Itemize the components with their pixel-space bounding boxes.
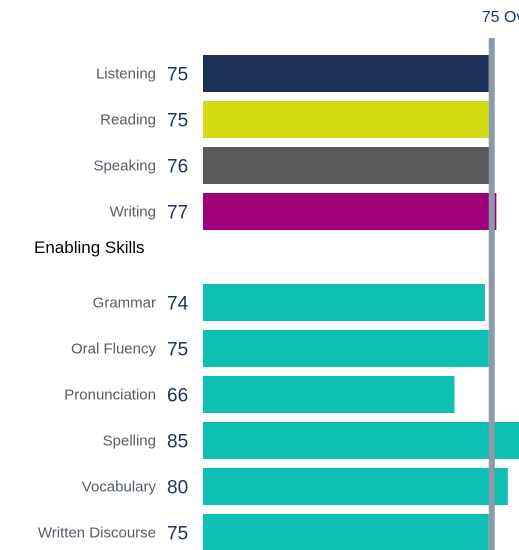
bar-label-writing: Writing — [110, 204, 156, 221]
bar-vocabulary — [203, 468, 508, 505]
bar-score-reading: 75 — [167, 111, 188, 132]
overall-reference-line — [488, 38, 495, 550]
bar-score-oral-fluency: 75 — [167, 340, 188, 361]
bar-pronunciation — [203, 376, 455, 413]
bar-label-vocabulary: Vocabulary — [82, 479, 157, 496]
bar-score-speaking: 76 — [167, 157, 188, 178]
bar-score-spelling: 85 — [167, 432, 188, 453]
bar-label-pronunciation: Pronunciation — [64, 387, 156, 404]
bar-label-oral-fluency: Oral Fluency — [71, 341, 157, 358]
bar-reading — [203, 101, 489, 138]
bar-score-grammar: 74 — [167, 294, 189, 315]
bar-label-reading: Reading — [100, 112, 156, 129]
bar-written-discourse — [203, 514, 489, 550]
bar-label-spelling: Spelling — [103, 433, 156, 450]
bar-label-listening: Listening — [96, 66, 156, 83]
bars-layer — [203, 55, 519, 550]
bar-speaking — [203, 147, 493, 184]
section-heading-enabling-skills: Enabling Skills — [34, 238, 145, 257]
bar-score-pronunciation: 66 — [167, 386, 188, 407]
labels-layer: Listening 75 Reading 75 Speaking 76 Writing 77 E… — [34, 65, 189, 545]
bar-score-vocabulary: 80 — [167, 478, 188, 499]
bar-score-writing: 77 — [167, 203, 188, 224]
bar-writing — [203, 193, 497, 230]
bar-label-speaking: Speaking — [93, 158, 156, 175]
bar-score-listening: 75 — [167, 65, 188, 86]
overall-label: 75 Overall — [482, 9, 519, 26]
bar-oral-fluency — [203, 330, 489, 367]
bar-score-written-discourse: 75 — [167, 524, 188, 545]
bar-listening — [203, 55, 489, 92]
bar-spelling — [203, 422, 519, 459]
bar-label-written-discourse: Written Discourse — [38, 525, 156, 542]
bar-grammar — [203, 284, 485, 321]
bar-label-grammar: Grammar — [93, 295, 156, 312]
